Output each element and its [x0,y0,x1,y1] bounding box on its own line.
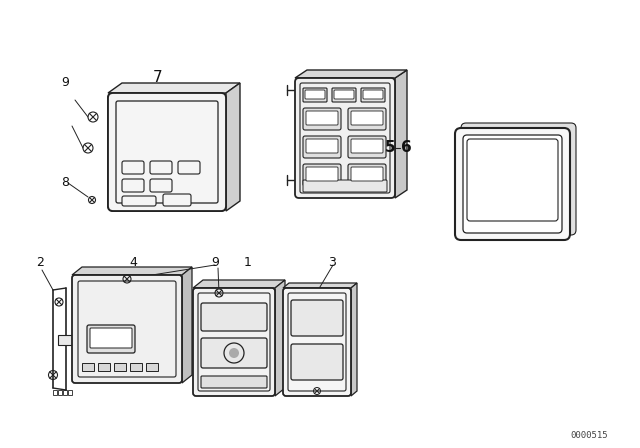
FancyBboxPatch shape [291,300,343,336]
Text: 4: 4 [129,255,137,268]
FancyBboxPatch shape [348,136,386,158]
FancyBboxPatch shape [201,376,267,388]
Text: 7: 7 [153,69,163,85]
FancyBboxPatch shape [461,123,576,235]
FancyBboxPatch shape [178,161,200,174]
Bar [130,363,142,371]
FancyBboxPatch shape [283,288,351,396]
FancyBboxPatch shape [467,139,558,221]
FancyBboxPatch shape [122,196,156,206]
FancyBboxPatch shape [150,179,172,192]
Text: 6: 6 [401,141,412,155]
FancyBboxPatch shape [351,167,383,181]
FancyBboxPatch shape [163,194,191,206]
Text: 8: 8 [61,177,69,190]
FancyBboxPatch shape [303,108,341,130]
FancyBboxPatch shape [348,164,386,186]
Polygon shape [351,283,357,396]
Text: 2: 2 [36,255,44,268]
FancyBboxPatch shape [295,78,395,198]
Bar [82,363,94,371]
Text: 1: 1 [244,255,252,268]
Bar [53,390,57,395]
Polygon shape [193,280,285,288]
Polygon shape [108,83,240,93]
Polygon shape [226,83,240,211]
FancyBboxPatch shape [87,325,135,353]
FancyBboxPatch shape [303,136,341,158]
FancyBboxPatch shape [300,83,390,193]
Text: 3: 3 [328,255,336,268]
Bar [98,363,110,371]
FancyBboxPatch shape [303,88,327,102]
FancyBboxPatch shape [198,293,270,391]
FancyBboxPatch shape [72,275,182,383]
Bar [146,363,158,371]
FancyBboxPatch shape [303,164,341,186]
FancyBboxPatch shape [78,281,176,377]
Text: 0000515: 0000515 [570,431,608,440]
FancyBboxPatch shape [122,161,144,174]
FancyBboxPatch shape [122,179,144,192]
Bar [114,363,126,371]
FancyBboxPatch shape [348,108,386,130]
FancyBboxPatch shape [201,338,267,368]
Bar [58,390,62,395]
FancyBboxPatch shape [351,111,383,125]
Polygon shape [275,280,285,396]
FancyBboxPatch shape [363,90,383,99]
Polygon shape [395,70,407,198]
Polygon shape [283,283,357,288]
Circle shape [229,348,239,358]
Bar [63,390,67,395]
FancyBboxPatch shape [90,328,132,348]
FancyBboxPatch shape [334,90,354,99]
FancyBboxPatch shape [303,180,387,192]
FancyBboxPatch shape [351,139,383,153]
FancyBboxPatch shape [306,111,338,125]
FancyBboxPatch shape [361,88,385,102]
FancyBboxPatch shape [288,293,346,391]
Text: 9: 9 [211,255,219,268]
Polygon shape [295,70,407,78]
FancyBboxPatch shape [116,101,218,203]
FancyBboxPatch shape [455,128,570,240]
FancyBboxPatch shape [108,93,226,211]
FancyBboxPatch shape [306,139,338,153]
FancyBboxPatch shape [305,90,325,99]
FancyBboxPatch shape [201,303,267,331]
Bar [68,390,72,395]
FancyBboxPatch shape [332,88,356,102]
FancyBboxPatch shape [150,161,172,174]
FancyBboxPatch shape [291,344,343,380]
Polygon shape [72,267,192,275]
FancyBboxPatch shape [463,135,562,233]
FancyBboxPatch shape [193,288,275,396]
FancyBboxPatch shape [306,167,338,181]
Bar [58,335,72,345]
Text: 9: 9 [61,77,69,90]
Polygon shape [182,267,192,383]
Text: 5: 5 [385,141,396,155]
